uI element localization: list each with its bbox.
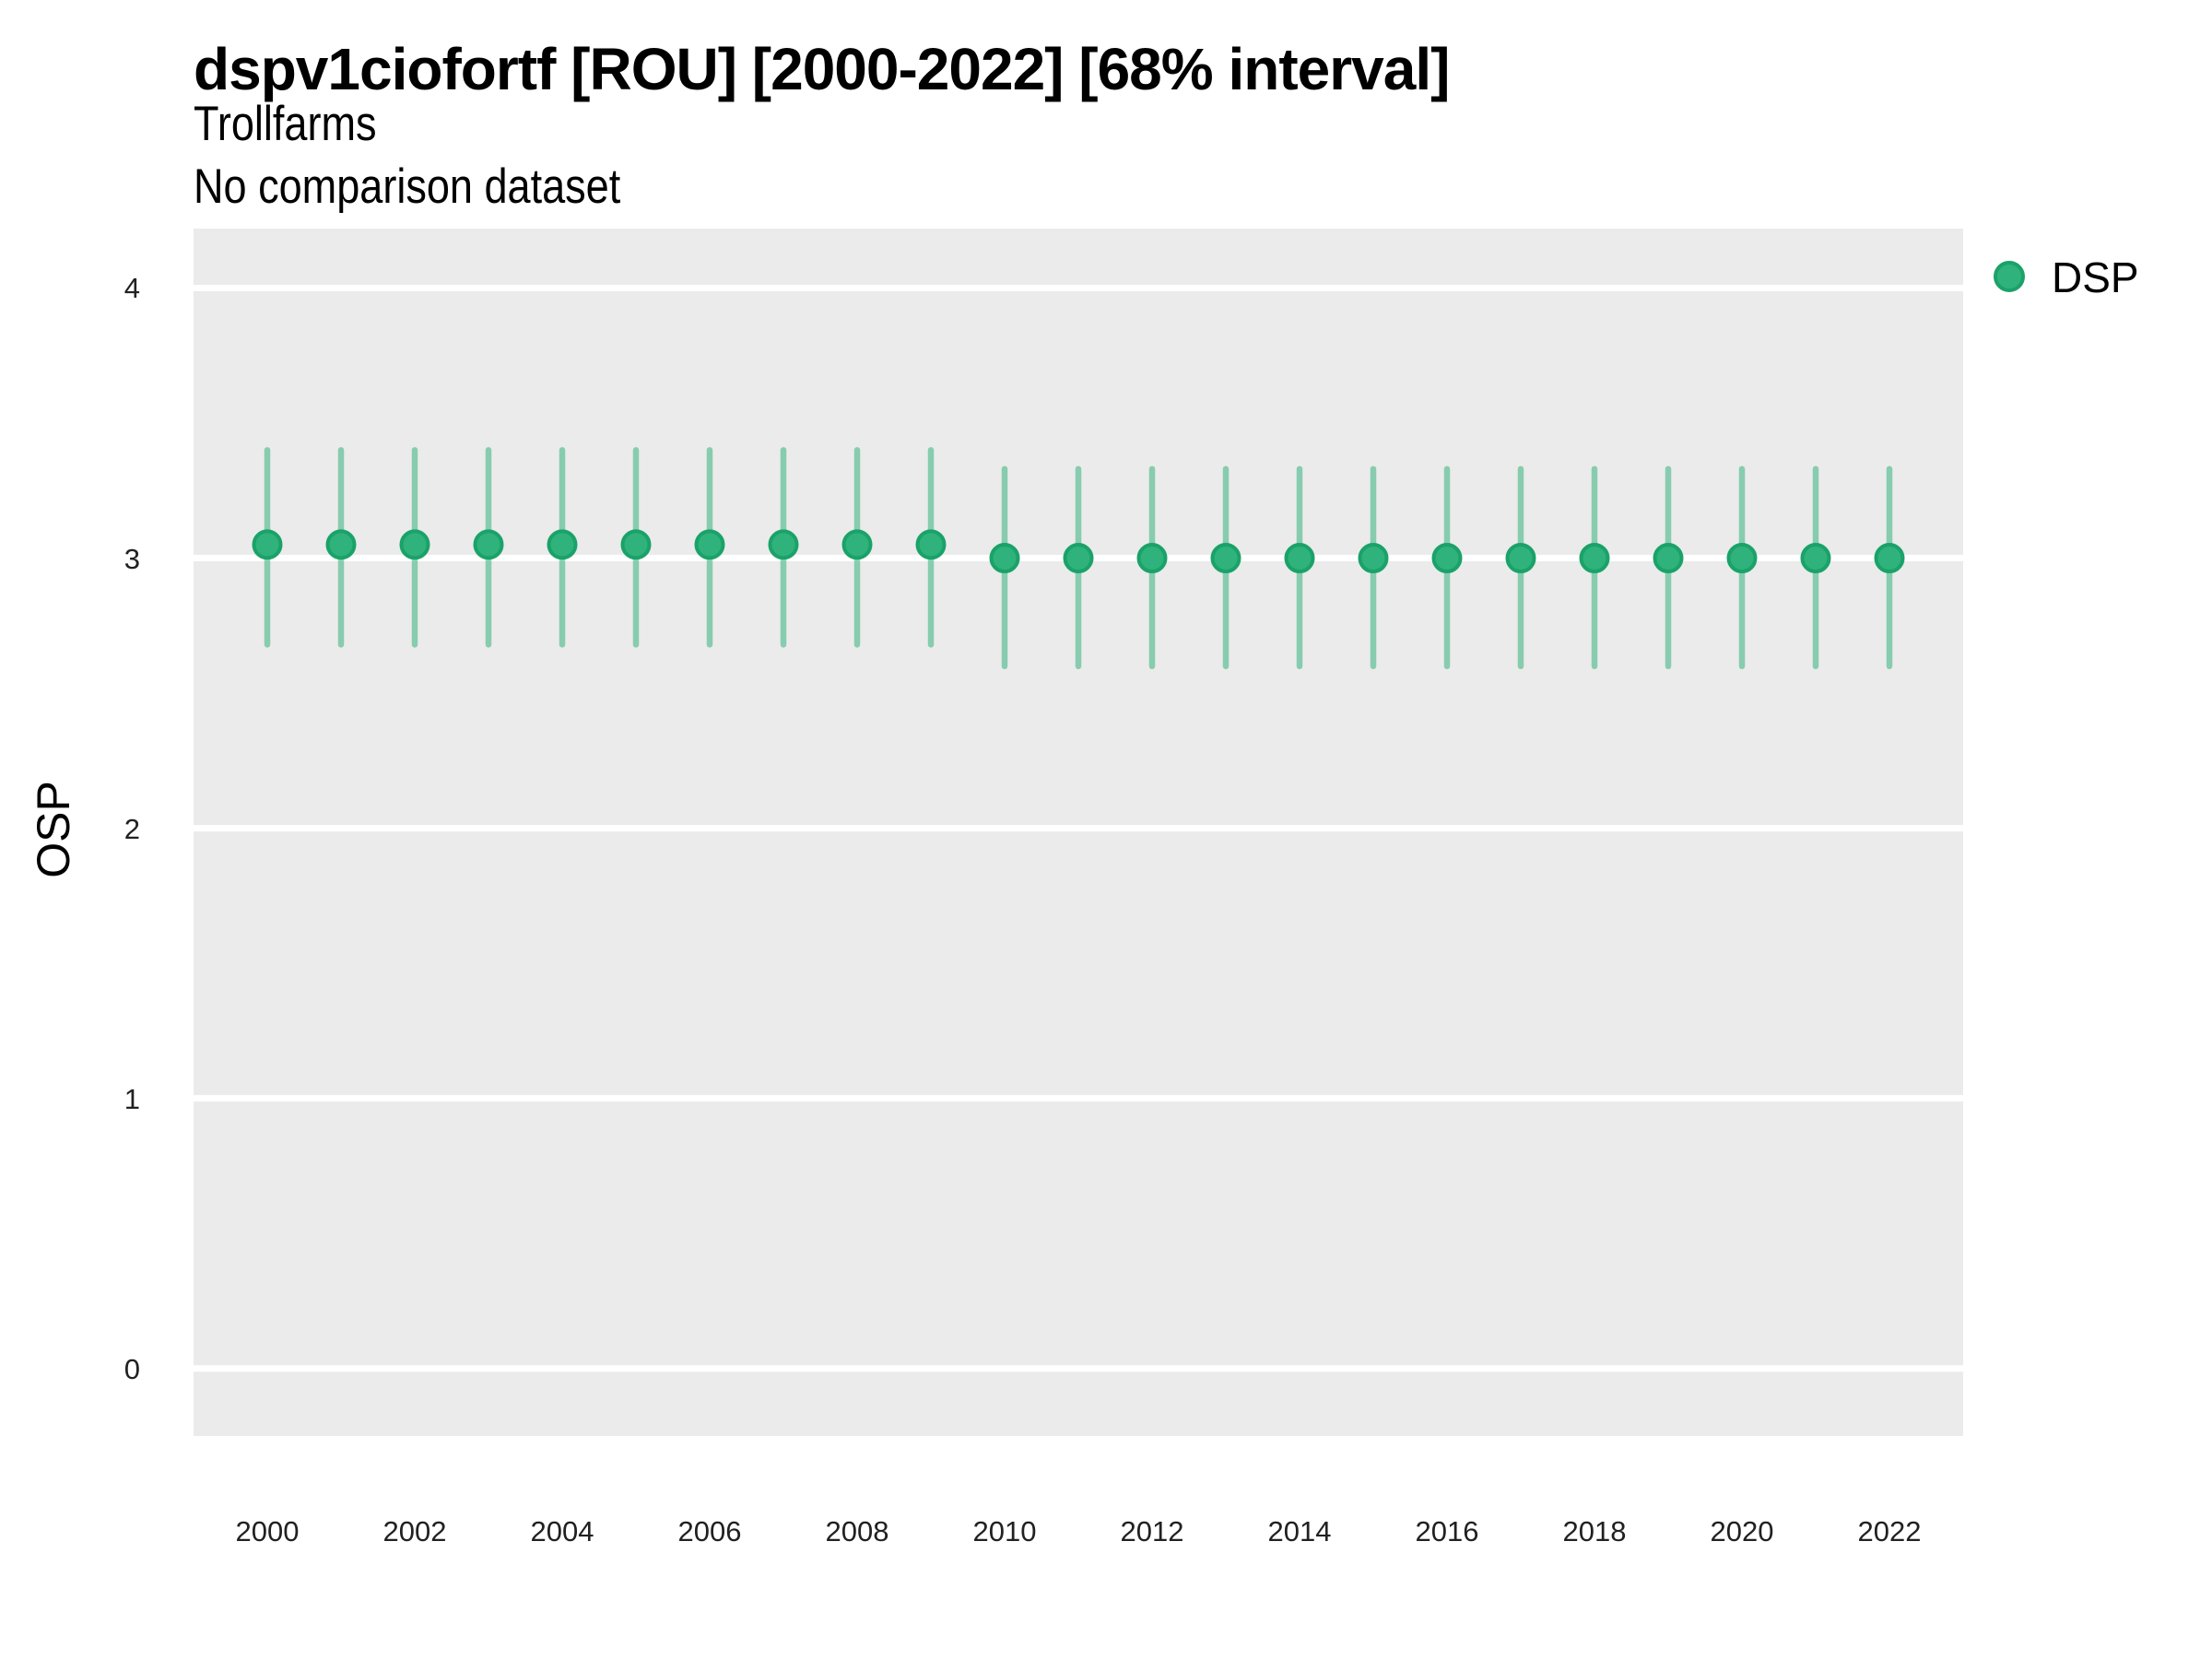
x-tick-label: 2012	[1120, 1515, 1184, 1547]
y-tick-label: 3	[124, 542, 140, 575]
data-point	[1726, 543, 1758, 574]
data-point	[1284, 543, 1315, 574]
legend-point-icon	[1994, 261, 2025, 292]
x-tick-label: 2018	[1562, 1515, 1627, 1547]
y-tick-label: 2	[124, 812, 140, 845]
data-point	[694, 529, 725, 560]
x-tick-label: 2006	[677, 1515, 742, 1547]
data-point	[989, 543, 1020, 574]
data-point	[547, 529, 578, 560]
data-point	[1800, 543, 1831, 574]
y-tick-label: 1	[124, 1082, 140, 1115]
data-point	[1653, 543, 1684, 574]
x-tick-label: 2000	[235, 1515, 300, 1547]
data-point	[1874, 543, 1905, 574]
data-point	[620, 529, 652, 560]
x-tick-label: 2022	[1857, 1515, 1922, 1547]
data-point	[252, 529, 283, 560]
data-point	[1431, 543, 1463, 574]
y-tick-label: 0	[124, 1352, 140, 1385]
x-tick-label: 2008	[825, 1515, 889, 1547]
legend-label: DSP	[2052, 253, 2139, 301]
data-point	[325, 529, 357, 560]
panel-background	[194, 229, 1963, 1436]
x-tick-label: 2002	[382, 1515, 447, 1547]
data-point	[1505, 543, 1536, 574]
data-point	[915, 529, 947, 560]
data-point	[1358, 543, 1389, 574]
x-tick-label: 2014	[1267, 1515, 1332, 1547]
x-tick-label: 2020	[1710, 1515, 1774, 1547]
data-point	[1579, 543, 1610, 574]
chart-subtitle-line1: Trollfarms	[194, 97, 377, 151]
data-point	[1136, 543, 1168, 574]
data-point	[768, 529, 799, 560]
data-point	[841, 529, 873, 560]
x-tick-label: 2016	[1415, 1515, 1479, 1547]
x-tick-label: 2004	[530, 1515, 594, 1547]
chart-subtitle-line2: No comparison dataset	[194, 159, 621, 214]
y-tick-label: 4	[124, 272, 140, 305]
chart-title: dspv1ciofortf [ROU] [2000-2022] [68% int…	[194, 36, 1450, 102]
data-point	[473, 529, 504, 560]
data-point	[1063, 543, 1094, 574]
data-point	[399, 529, 430, 560]
data-point	[1210, 543, 1241, 574]
x-tick-label: 2010	[972, 1515, 1037, 1547]
